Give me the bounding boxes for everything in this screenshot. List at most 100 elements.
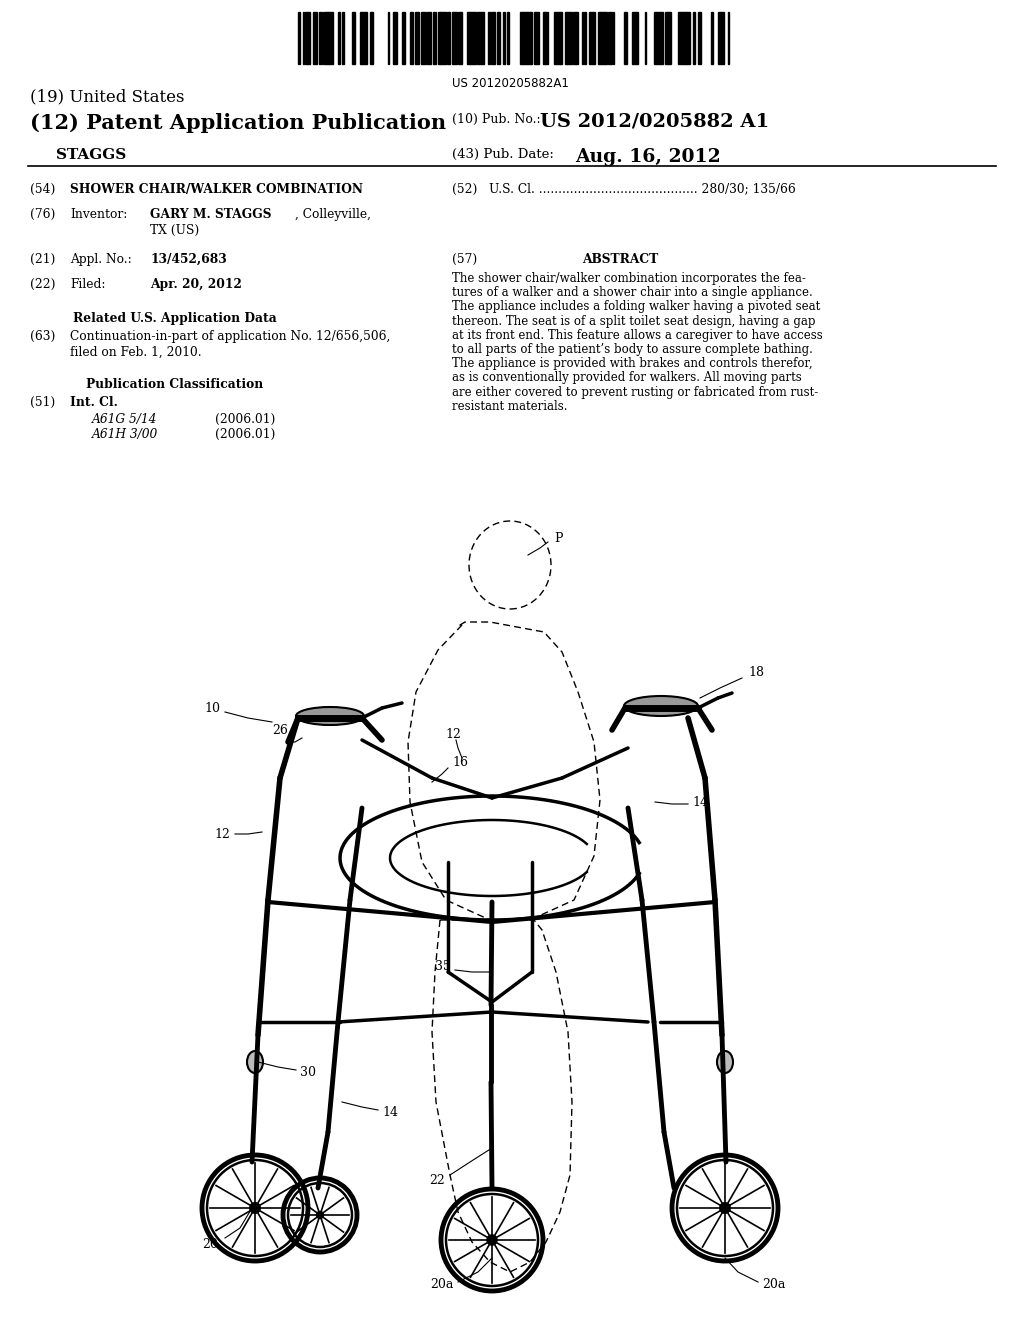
Bar [441,12,444,63]
Text: , Colleyville,: , Colleyville, [295,209,371,220]
Bar [574,12,578,63]
Bar [427,12,431,63]
Bar [668,12,671,63]
Bar [438,12,440,63]
Bar [589,12,591,63]
Bar [327,12,329,63]
Bar [520,12,523,63]
Text: 26: 26 [272,723,288,737]
Bar [543,12,545,63]
Bar [719,12,724,63]
Text: 14: 14 [382,1106,398,1118]
Text: (22): (22) [30,279,55,290]
Bar [329,12,331,63]
Text: 14: 14 [692,796,708,808]
Bar [479,12,482,63]
Text: 18: 18 [748,665,764,678]
Bar [634,12,638,63]
Text: 20a: 20a [762,1279,785,1291]
Ellipse shape [296,708,364,725]
Ellipse shape [250,1203,260,1213]
Text: 16: 16 [452,755,468,768]
Text: Publication Classification: Publication Classification [86,378,263,391]
Text: tures of a walker and a shower chair into a single appliance.: tures of a walker and a shower chair int… [452,286,813,300]
Bar [421,12,426,63]
Text: STAGGS: STAGGS [56,148,126,162]
Ellipse shape [717,1051,733,1073]
Text: (54): (54) [30,183,55,195]
Bar [654,12,658,63]
Text: Inventor:: Inventor: [70,209,127,220]
Ellipse shape [316,1212,324,1218]
Bar [624,12,627,63]
Bar [545,12,548,63]
Bar [554,12,556,63]
Text: (10) Pub. No.:: (10) Pub. No.: [452,114,541,125]
Text: (57): (57) [452,253,477,267]
Text: Apr. 20, 2012: Apr. 20, 2012 [150,279,242,290]
Text: resistant materials.: resistant materials. [452,400,567,413]
Text: Int. Cl.: Int. Cl. [70,396,118,409]
Ellipse shape [247,1051,263,1073]
Ellipse shape [624,696,698,715]
Text: ABSTRACT: ABSTRACT [582,253,658,267]
Text: (21): (21) [30,253,55,267]
Text: Related U.S. Application Data: Related U.S. Application Data [73,312,276,325]
Text: 20: 20 [202,1238,218,1250]
Text: The appliance includes a folding walker having a pivoted seat: The appliance includes a folding walker … [452,301,820,313]
Bar [584,12,586,63]
Text: (19) United States: (19) United States [30,88,184,106]
Text: (2006.01): (2006.01) [215,413,275,426]
Bar [684,12,686,63]
Bar [688,12,690,63]
Text: 35: 35 [435,961,451,974]
Bar [660,12,663,63]
Bar [601,12,605,63]
Bar [353,12,355,63]
Text: thereon. The seat is of a split toilet seat design, having a gap: thereon. The seat is of a split toilet s… [452,314,815,327]
Text: TX (US): TX (US) [150,224,200,238]
Ellipse shape [487,1236,497,1245]
Text: SHOWER CHAIR/WALKER COMBINATION: SHOWER CHAIR/WALKER COMBINATION [70,183,362,195]
Bar [342,12,344,63]
Bar [360,12,362,63]
Text: Continuation-in-part of application No. 12/656,506,: Continuation-in-part of application No. … [70,330,390,343]
Text: (63): (63) [30,330,55,343]
Text: 13/452,683: 13/452,683 [150,253,226,267]
Text: (51): (51) [30,396,55,409]
Text: The appliance is provided with brakes and controls therefor,: The appliance is provided with brakes an… [452,358,813,370]
Text: GARY M. STAGGS: GARY M. STAGGS [150,209,271,220]
Text: filed on Feb. 1, 2010.: filed on Feb. 1, 2010. [70,346,202,359]
Bar [458,12,462,63]
Text: Filed:: Filed: [70,279,105,290]
Bar [678,12,683,63]
Bar [403,12,406,63]
Bar [473,12,475,63]
Bar [477,12,479,63]
Text: 10: 10 [204,701,220,714]
Text: are either covered to prevent rusting or fabricated from rust-: are either covered to prevent rusting or… [452,385,818,399]
Bar [711,12,713,63]
Bar [526,12,530,63]
Bar [324,12,327,63]
Bar [319,12,321,63]
Bar [362,12,366,63]
Bar [433,12,436,63]
Bar [608,12,612,63]
Text: US 20120205882A1: US 20120205882A1 [452,77,568,90]
Text: 12: 12 [445,729,461,742]
Text: (52)   U.S. Cl. ......................................... 280/30; 135/66: (52) U.S. Cl. ..........................… [452,183,796,195]
Bar [591,12,595,63]
Bar [313,12,317,63]
Bar [306,12,310,63]
Bar [565,12,567,63]
Bar [452,12,457,63]
Text: (12) Patent Application Publication: (12) Patent Application Publication [30,114,446,133]
Bar [503,12,505,63]
Bar [658,12,660,63]
Bar [524,12,526,63]
Text: (2006.01): (2006.01) [215,428,275,441]
Text: as is conventionally provided for walkers. All moving parts: as is conventionally provided for walker… [452,371,802,384]
Bar [338,12,340,63]
Bar [534,12,536,63]
